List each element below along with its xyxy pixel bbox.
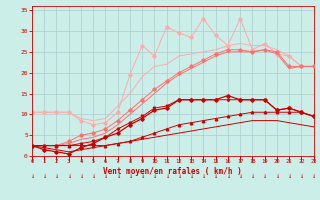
X-axis label: Vent moyen/en rafales ( km/h ): Vent moyen/en rafales ( km/h ) bbox=[103, 167, 242, 176]
